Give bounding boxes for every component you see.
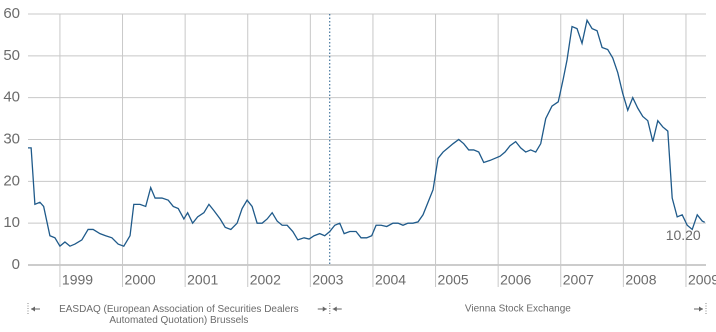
end-label: 10.20: [666, 227, 701, 243]
y-tick-label: 30: [3, 130, 20, 147]
y-tick-label: 50: [3, 47, 20, 64]
period-label: EASDAQ (European Association of Securiti…: [59, 304, 299, 315]
x-tick-label: 1999: [62, 272, 93, 288]
y-tick-label: 60: [3, 5, 20, 22]
x-tick-label: 2001: [187, 272, 218, 288]
period-arrowhead: [31, 306, 35, 312]
period-label: Automated Quotation) Brussels: [109, 315, 248, 326]
y-tick-label: 20: [3, 172, 20, 189]
data-line: [28, 18, 706, 248]
x-tick-label: 2006: [500, 272, 531, 288]
x-tick-label: 2009: [688, 272, 716, 288]
period-label: Vienna Stock Exchange: [465, 304, 571, 315]
y-tick-label: 10: [3, 214, 20, 231]
period-arrowhead: [699, 306, 703, 312]
x-tick-label: 2000: [125, 272, 156, 288]
y-tick-label: 40: [3, 89, 20, 106]
x-tick-label: 2005: [438, 272, 469, 288]
x-tick-label: 2008: [625, 272, 656, 288]
x-tick-label: 2007: [563, 272, 594, 288]
x-tick-label: 2004: [375, 272, 406, 288]
x-tick-label: 2002: [250, 272, 281, 288]
period-arrowhead: [332, 306, 337, 312]
x-tick-label: 2003: [312, 272, 343, 288]
period-arrowhead: [322, 306, 327, 312]
y-tick-label: 0: [12, 256, 20, 273]
